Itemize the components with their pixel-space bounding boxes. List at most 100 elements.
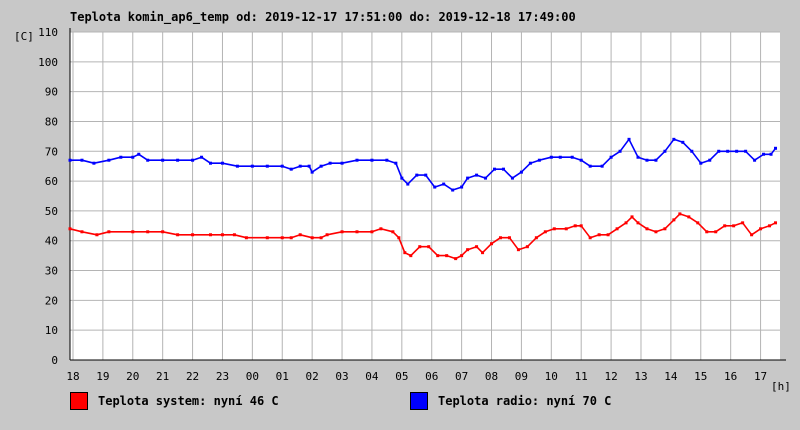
- x-tick-label: 11: [575, 370, 588, 383]
- x-tick-label: 08: [485, 370, 498, 383]
- series-point: [209, 161, 213, 165]
- series-point: [498, 236, 502, 240]
- x-axis-label: [h]: [771, 380, 791, 393]
- legend-swatch-system: [70, 392, 88, 410]
- grid-lines: [70, 31, 780, 361]
- series-point: [744, 149, 748, 153]
- series-point: [475, 245, 479, 249]
- x-tick-label: 14: [664, 370, 678, 383]
- series-point: [191, 233, 195, 237]
- series-point: [191, 158, 195, 162]
- series-point: [310, 236, 314, 240]
- x-tick-label: 02: [306, 370, 319, 383]
- series-point: [460, 254, 464, 258]
- y-tick-label: 50: [45, 205, 58, 218]
- series-point: [510, 176, 514, 180]
- series-point: [543, 230, 547, 234]
- series-point: [445, 254, 449, 258]
- series-point: [687, 215, 691, 219]
- y-tick-label: 10: [45, 324, 58, 337]
- series-point: [319, 236, 323, 240]
- series-point: [146, 230, 150, 234]
- series-point: [723, 224, 727, 228]
- series-point: [750, 233, 754, 237]
- series-point: [588, 164, 592, 168]
- series-point: [481, 251, 485, 255]
- series-point: [370, 158, 374, 162]
- series-point: [385, 158, 389, 162]
- series-point: [176, 233, 180, 237]
- series-point: [507, 236, 511, 240]
- series-point: [516, 248, 520, 252]
- series-point: [768, 224, 772, 228]
- series-point: [493, 167, 497, 171]
- series-point: [325, 233, 329, 237]
- series-point: [200, 155, 204, 159]
- series-point: [690, 149, 694, 153]
- series-point: [340, 161, 344, 165]
- series-line-1: [70, 138, 777, 191]
- chart-title: Teplota komin_ap6_temp od: 2019-12-17 17…: [70, 10, 576, 24]
- series-point: [759, 227, 763, 231]
- x-tick-label: 04: [365, 370, 379, 383]
- series-point: [624, 221, 628, 225]
- series-1-group: [68, 137, 778, 192]
- series-point: [714, 230, 718, 234]
- legend-label-radio: Teplota radio: nyní 70 C: [438, 394, 612, 408]
- series-point: [107, 230, 111, 234]
- series-point: [409, 254, 413, 258]
- x-tick-label: 18: [66, 370, 79, 383]
- series-point: [451, 188, 455, 192]
- series-point: [280, 164, 284, 168]
- series-point: [298, 233, 302, 237]
- series-point: [726, 149, 730, 153]
- x-tick-label: 23: [216, 370, 229, 383]
- series-point: [570, 155, 574, 159]
- series-point: [663, 149, 667, 153]
- series-point: [220, 161, 224, 165]
- series-point: [433, 185, 437, 189]
- series-point: [484, 176, 488, 180]
- x-tick-label: 00: [246, 370, 259, 383]
- series-point: [68, 158, 72, 162]
- series-point: [564, 227, 568, 231]
- series-point: [663, 227, 667, 231]
- legend-item-system: Teplota system: nyní 46 C: [70, 391, 279, 411]
- series-point: [558, 155, 562, 159]
- series-point: [762, 152, 766, 156]
- series-point: [573, 224, 577, 228]
- y-tick-label: 30: [45, 265, 58, 278]
- series-point: [265, 164, 269, 168]
- x-tick-label: 10: [545, 370, 558, 383]
- series-point: [68, 227, 72, 231]
- x-tick-label: 05: [395, 370, 408, 383]
- series-point: [645, 227, 649, 231]
- series-point: [696, 221, 700, 225]
- series-point: [678, 212, 682, 216]
- series-point: [427, 245, 431, 249]
- series-point: [654, 230, 658, 234]
- series-point: [235, 164, 239, 168]
- series-point: [705, 230, 709, 234]
- series-point: [636, 155, 640, 159]
- series-0-group: [68, 212, 778, 261]
- x-tick-label: 09: [515, 370, 528, 383]
- series-point: [528, 161, 532, 165]
- series-point: [209, 233, 213, 237]
- series-point: [627, 137, 631, 141]
- series-point: [630, 215, 634, 219]
- series-point: [769, 152, 773, 156]
- x-tick-label: 15: [694, 370, 707, 383]
- legend-label-system: Teplota system: nyní 46 C: [98, 394, 279, 408]
- y-tick-label: 0: [51, 354, 58, 367]
- y-tick-label: 90: [45, 86, 58, 99]
- series-point: [534, 236, 538, 240]
- series-point: [340, 230, 344, 234]
- y-tick-label: 100: [38, 56, 58, 69]
- series-point: [436, 254, 440, 258]
- x-tick-label: 17: [754, 370, 767, 383]
- series-point: [460, 185, 464, 189]
- series-point: [244, 236, 248, 240]
